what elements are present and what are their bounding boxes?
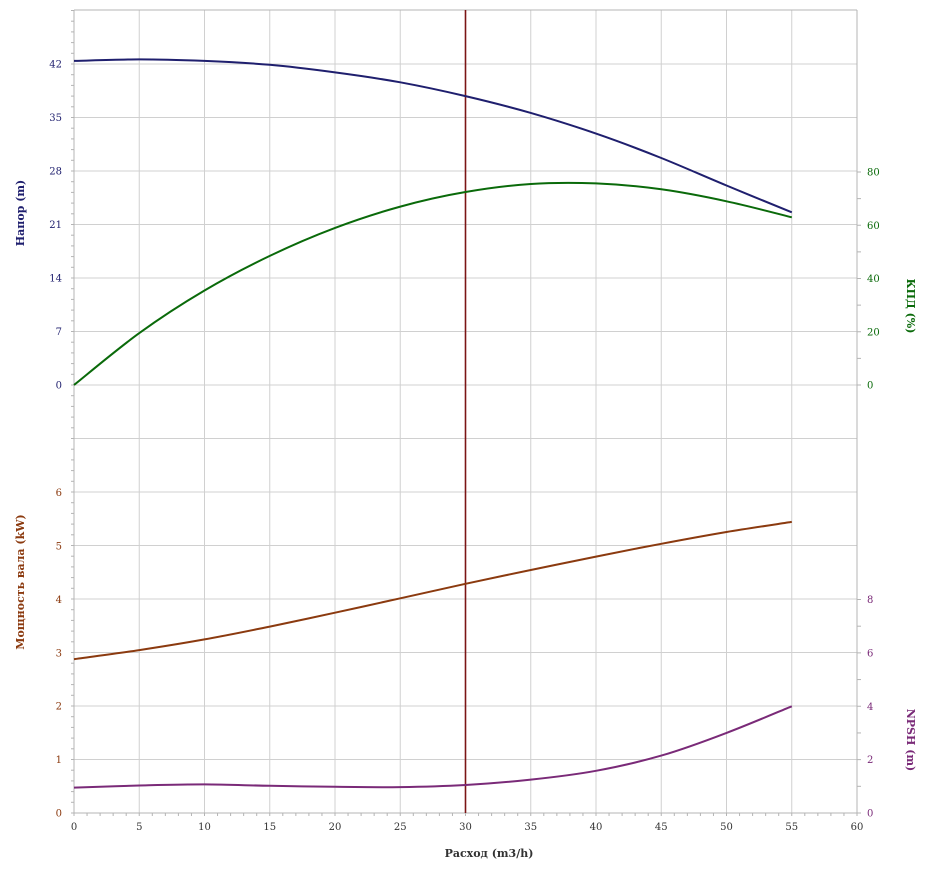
head-tick-label: 42 xyxy=(49,60,62,71)
series-layer xyxy=(73,10,793,813)
efficiency-tick-label: 20 xyxy=(867,327,880,338)
x-tick-label: 60 xyxy=(851,822,864,833)
power-tick-label: 3 xyxy=(56,648,62,659)
npsh-curve xyxy=(73,705,793,789)
npsh-axis-title: NPSH (m) xyxy=(904,709,917,772)
x-tick-label: 25 xyxy=(394,822,407,833)
x-tick-label: 40 xyxy=(590,822,603,833)
head-tick-label: 21 xyxy=(49,220,62,231)
power-tick-label: 1 xyxy=(56,755,62,766)
npsh-tick-label: 0 xyxy=(867,809,873,820)
npsh-tick-label: 4 xyxy=(867,702,873,713)
head-axis-title: Напор (m) xyxy=(14,180,27,246)
power-tick-label: 0 xyxy=(56,809,62,820)
head-tick-label: 7 xyxy=(56,327,62,338)
x-tick-label: 55 xyxy=(785,822,798,833)
npsh-tick-label: 2 xyxy=(867,755,873,766)
x-axis-title: Расход (m3/h) xyxy=(445,847,534,860)
x-tick-label: 20 xyxy=(329,822,342,833)
efficiency-tick-label: 60 xyxy=(867,221,880,232)
npsh-tick-label: 6 xyxy=(867,648,873,659)
power-tick-label: 4 xyxy=(56,595,62,606)
power-axis-title: Мощность вала (kW) xyxy=(14,514,27,649)
x-tick-label: 30 xyxy=(459,822,472,833)
x-tick-label: 0 xyxy=(71,822,77,833)
x-tick-label: 5 xyxy=(136,822,142,833)
x-tick-label: 35 xyxy=(524,822,537,833)
head-tick-label: 28 xyxy=(49,167,62,178)
tick-layer xyxy=(71,10,861,816)
efficiency-tick-label: 40 xyxy=(867,274,880,285)
x-tick-label: 10 xyxy=(198,822,211,833)
efficiency-axis-title: КПД (%) xyxy=(904,279,917,334)
head-tick-label: 0 xyxy=(56,381,62,392)
power-tick-label: 2 xyxy=(56,702,62,713)
head-curve xyxy=(73,58,793,214)
power-tick-label: 6 xyxy=(56,488,62,499)
efficiency-tick-label: 80 xyxy=(867,168,880,179)
efficiency-curve xyxy=(73,181,793,386)
head-tick-label: 14 xyxy=(49,274,62,285)
head-tick-label: 35 xyxy=(49,113,62,124)
x-tick-label: 15 xyxy=(263,822,276,833)
power-tick-label: 5 xyxy=(56,541,62,552)
power-curve xyxy=(73,520,792,661)
label-layer: 0 5 10 15 20 25 30 35 40 45 50 55 600714212835420204… xyxy=(49,60,879,834)
efficiency-tick-label: 0 xyxy=(867,381,873,392)
x-tick-label: 45 xyxy=(655,822,668,833)
npsh-tick-label: 8 xyxy=(867,595,873,606)
x-tick-label: 50 xyxy=(720,822,733,833)
